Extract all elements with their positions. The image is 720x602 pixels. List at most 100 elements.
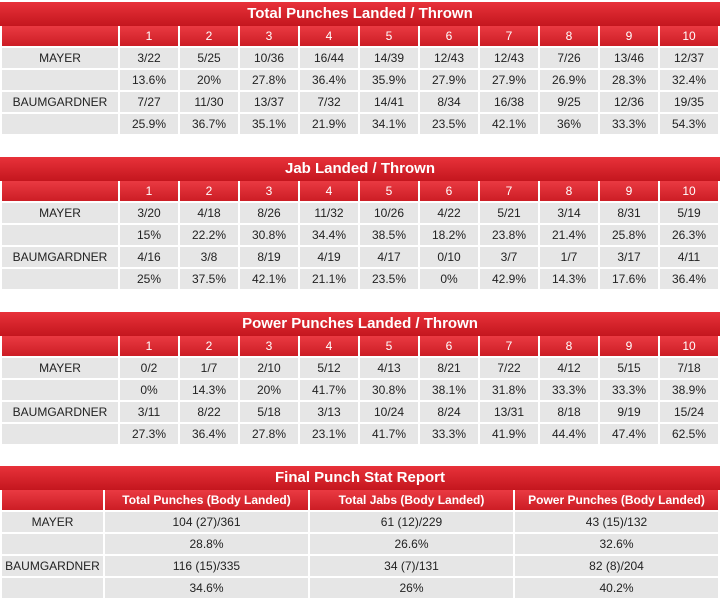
stat-cell: 3/7	[480, 247, 538, 267]
pct-cell: 41.7%	[360, 424, 418, 444]
round-header: 10	[660, 26, 718, 46]
fighter-name: MAYER	[2, 48, 118, 68]
pct-cell: 36.4%	[180, 424, 238, 444]
round-header: 2	[180, 181, 238, 201]
round-header: 10	[660, 336, 718, 356]
round-header: 7	[480, 26, 538, 46]
pct-cell: 32.6%	[515, 534, 718, 554]
pct-cell: 30.8%	[240, 225, 298, 245]
stat-cell: 8/31	[600, 203, 658, 223]
round-header: 3	[240, 26, 298, 46]
pct-cell: 0%	[420, 269, 478, 289]
round-header: 1	[120, 336, 178, 356]
power-punches-table: 1 2 3 4 5 6 7 8 9 10 MAYER 0/2 1/7 2/10 …	[0, 334, 720, 446]
pct-cell: 42.1%	[240, 269, 298, 289]
pct-cell: 14.3%	[540, 269, 598, 289]
stat-cell: 3/14	[540, 203, 598, 223]
pct-cell: 23.5%	[360, 269, 418, 289]
pct-cell: 13.6%	[120, 70, 178, 90]
pct-cell: 21.9%	[300, 114, 358, 134]
final-report-table: Total Punches (Body Landed) Total Jabs (…	[0, 488, 720, 600]
stat-cell: 3/13	[300, 402, 358, 422]
stat-cell: 0/2	[120, 358, 178, 378]
pct-cell: 0%	[120, 380, 178, 400]
pct-cell: 22.2%	[180, 225, 238, 245]
pct-cell: 27.8%	[240, 424, 298, 444]
stat-cell: 0/10	[420, 247, 478, 267]
stat-cell: 1/7	[540, 247, 598, 267]
pct-cell: 30.8%	[360, 380, 418, 400]
stat-cell: 7/27	[120, 92, 178, 112]
pct-cell: 26%	[310, 578, 513, 598]
stat-cell: 9/19	[600, 402, 658, 422]
stat-cell: 5/19	[660, 203, 718, 223]
stat-cell: 5/15	[600, 358, 658, 378]
stat-cell: 10/24	[360, 402, 418, 422]
pct-cell: 40.2%	[515, 578, 718, 598]
stat-cell: 12/43	[420, 48, 478, 68]
pct-cell: 23.1%	[300, 424, 358, 444]
total-punches-section: Total Punches Landed / Thrown 1 2 3 4 5 …	[0, 2, 720, 136]
pct-cell: 34.6%	[105, 578, 308, 598]
blank-cell	[2, 424, 118, 444]
pct-cell: 27.9%	[480, 70, 538, 90]
stat-cell: 4/18	[180, 203, 238, 223]
corner-header	[2, 490, 103, 510]
total-punches-table: 1 2 3 4 5 6 7 8 9 10 MAYER 3/22 5/25 10/…	[0, 24, 720, 136]
pct-cell: 18.2%	[420, 225, 478, 245]
fighter-name: BAUMGARDNER	[2, 92, 118, 112]
stat-cell: 14/39	[360, 48, 418, 68]
stat-cell: 12/37	[660, 48, 718, 68]
section-title: Jab Landed / Thrown	[0, 157, 720, 181]
pct-cell: 36.7%	[180, 114, 238, 134]
round-header: 8	[540, 181, 598, 201]
pct-cell: 35.1%	[240, 114, 298, 134]
power-punches-section: Power Punches Landed / Thrown 1 2 3 4 5 …	[0, 312, 720, 446]
stat-cell: 4/13	[360, 358, 418, 378]
stat-cell: 3/8	[180, 247, 238, 267]
round-header: 10	[660, 181, 718, 201]
pct-cell: 20%	[180, 70, 238, 90]
pct-cell: 27.9%	[420, 70, 478, 90]
pct-cell: 28.3%	[600, 70, 658, 90]
round-header: 3	[240, 181, 298, 201]
stat-cell: 8/22	[180, 402, 238, 422]
round-header: 4	[300, 26, 358, 46]
pct-cell: 42.1%	[480, 114, 538, 134]
round-header: 4	[300, 181, 358, 201]
stat-cell: 3/22	[120, 48, 178, 68]
stat-cell: 3/11	[120, 402, 178, 422]
pct-cell: 23.8%	[480, 225, 538, 245]
round-header: 7	[480, 181, 538, 201]
stat-cell: 8/19	[240, 247, 298, 267]
pct-cell: 36%	[540, 114, 598, 134]
stat-cell: 16/38	[480, 92, 538, 112]
stat-cell: 13/37	[240, 92, 298, 112]
round-header: 9	[600, 26, 658, 46]
pct-cell: 34.1%	[360, 114, 418, 134]
round-header: 9	[600, 336, 658, 356]
section-title: Total Punches Landed / Thrown	[0, 2, 720, 26]
fighter-name: MAYER	[2, 512, 103, 532]
pct-cell: 33.3%	[600, 380, 658, 400]
stat-cell: 7/32	[300, 92, 358, 112]
stat-cell: 116 (15)/335	[105, 556, 308, 576]
round-header: 3	[240, 336, 298, 356]
pct-cell: 27.3%	[120, 424, 178, 444]
pct-cell: 36.4%	[660, 269, 718, 289]
blank-cell	[2, 269, 118, 289]
jab-section: Jab Landed / Thrown 1 2 3 4 5 6 7 8 9 10…	[0, 157, 720, 291]
pct-cell: 41.7%	[300, 380, 358, 400]
stat-cell: 19/35	[660, 92, 718, 112]
stat-cell: 8/24	[420, 402, 478, 422]
stat-cell: 7/22	[480, 358, 538, 378]
blank-cell	[2, 225, 118, 245]
pct-cell: 26.6%	[310, 534, 513, 554]
blank-cell	[2, 578, 103, 598]
pct-cell: 21.1%	[300, 269, 358, 289]
round-header: 8	[540, 336, 598, 356]
pct-cell: 31.8%	[480, 380, 538, 400]
blank-cell	[2, 114, 118, 134]
round-header: 1	[120, 26, 178, 46]
final-report-section: Final Punch Stat Report Total Punches (B…	[0, 466, 720, 600]
